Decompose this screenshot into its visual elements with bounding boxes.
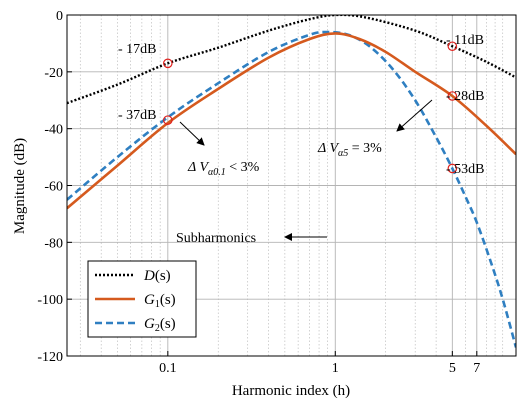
subharmonics-annotation: Subharmonics	[176, 231, 256, 246]
x-tick-label: 1	[332, 361, 339, 376]
arrow-delta-right	[396, 99, 433, 132]
y-tick-label: -20	[44, 66, 63, 81]
legend: D(s) G1(s) G2(s)	[87, 260, 197, 338]
y-axis-label: Magnitude (dB)	[12, 138, 28, 234]
x-tick-label: 7	[473, 361, 480, 376]
highlight-marker	[447, 163, 458, 174]
y-tick-label: -60	[44, 180, 63, 195]
label-g1-5: - 28dB	[446, 89, 485, 104]
label-g2-5: - 53dB	[446, 162, 485, 177]
legend-label-d: D(s)	[143, 268, 171, 284]
major-grid	[67, 15, 516, 356]
label-d-5: - 11dB	[446, 33, 484, 48]
legend-label-g1: G1(s)	[144, 292, 176, 310]
series-line	[67, 30, 516, 348]
series-line	[67, 32, 516, 210]
series-line	[67, 15, 516, 105]
y-tick-label: -40	[44, 123, 63, 138]
label-g-01: - 37dB	[118, 108, 157, 123]
highlight-marker	[447, 41, 458, 52]
arrow-delta-left	[179, 121, 205, 146]
label-d-01: - 17dB	[118, 42, 157, 57]
x-tick-label: 5	[449, 361, 456, 376]
y-tick-label: -120	[37, 350, 63, 365]
series-layer	[67, 15, 516, 348]
delta-right-annotation: Δ Vα5 = 3%	[317, 141, 382, 159]
highlight-marker	[163, 115, 173, 125]
y-tick-label: -80	[44, 236, 63, 251]
y-tick-label: 0	[56, 9, 63, 24]
marker-layer	[163, 41, 458, 174]
x-axis-label: Harmonic index (h)	[232, 383, 350, 399]
tick-layer: 0.1 1 5 7 0 -20 -40 -60 -80 -100 -120	[37, 9, 480, 376]
highlight-marker	[163, 58, 173, 69]
delta-left-annotation: Δ Vα0.1 < 3%	[187, 160, 260, 178]
y-tick-label: -100	[37, 293, 63, 308]
legend-label-g2: G2(s)	[144, 316, 176, 334]
highlight-marker	[447, 91, 458, 101]
x-tick-label: 0.1	[159, 361, 177, 376]
